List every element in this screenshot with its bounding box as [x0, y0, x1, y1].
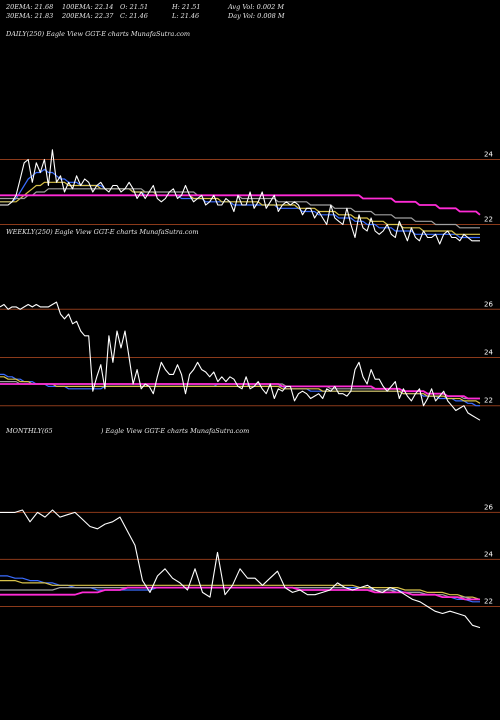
daily-panel-title: DAILY(250) Eagle View GGT-E charts Munaf… — [6, 30, 191, 38]
monthly-price-line — [0, 509, 481, 629]
monthly-ema-line — [0, 586, 480, 601]
daily-ema-line — [0, 181, 480, 235]
monthly-ytick-label: 24 — [484, 550, 493, 558]
header-stat-200ema: 200EMA: 22.37 — [62, 12, 114, 20]
weekly-ytick-label: 22 — [484, 397, 493, 405]
weekly-ema-line — [0, 383, 480, 400]
monthly-ema-line — [0, 575, 480, 603]
weekly-price-line — [0, 301, 481, 421]
header-stat-30ema: 30EMA: 21.83 — [6, 12, 54, 20]
weekly-ytick-label: 24 — [484, 349, 493, 357]
header-stat-20ema: 20EMA: 21.68 — [6, 3, 54, 11]
header-stat-h: H: 21.51 — [172, 3, 201, 11]
daily-ema-line — [0, 188, 480, 229]
weekly-ema-line — [0, 373, 480, 407]
daily-ytick-label: 22 — [484, 216, 493, 224]
header-stat-c: C: 21.46 — [120, 12, 148, 20]
monthly-ema-line — [0, 579, 481, 600]
monthly-panel-title-right: ) Eagle View GGT-E charts MunafaSutra.co… — [100, 427, 250, 435]
header-stat-o: O: 21.51 — [120, 3, 149, 11]
header-stat-l: L: 21.46 — [172, 12, 200, 20]
header-stat-avgvol: Avg Vol: 0.002 M — [228, 3, 285, 11]
weekly-ytick-label: 26 — [484, 300, 493, 308]
monthly-panel-title: MONTHLY(65 ) Eagle View GGT-E charts Mun… — [6, 427, 249, 435]
daily-ytick-label: 24 — [484, 151, 493, 159]
daily-price-line — [0, 149, 480, 245]
header-stat-100ema: 100EMA: 22.14 — [62, 3, 114, 11]
header-stat-dayvol: Day Vol: 0.008 M — [228, 12, 285, 20]
daily-ema-line — [0, 194, 481, 216]
monthly-ytick-label: 26 — [484, 503, 493, 511]
weekly-ema-line — [0, 376, 481, 404]
monthly-panel-title-left: MONTHLY(65 — [6, 427, 53, 435]
monthly-ytick-label: 22 — [484, 597, 493, 605]
weekly-panel-title: WEEKLY(250) Eagle View GGT-E charts Muna… — [6, 228, 199, 236]
